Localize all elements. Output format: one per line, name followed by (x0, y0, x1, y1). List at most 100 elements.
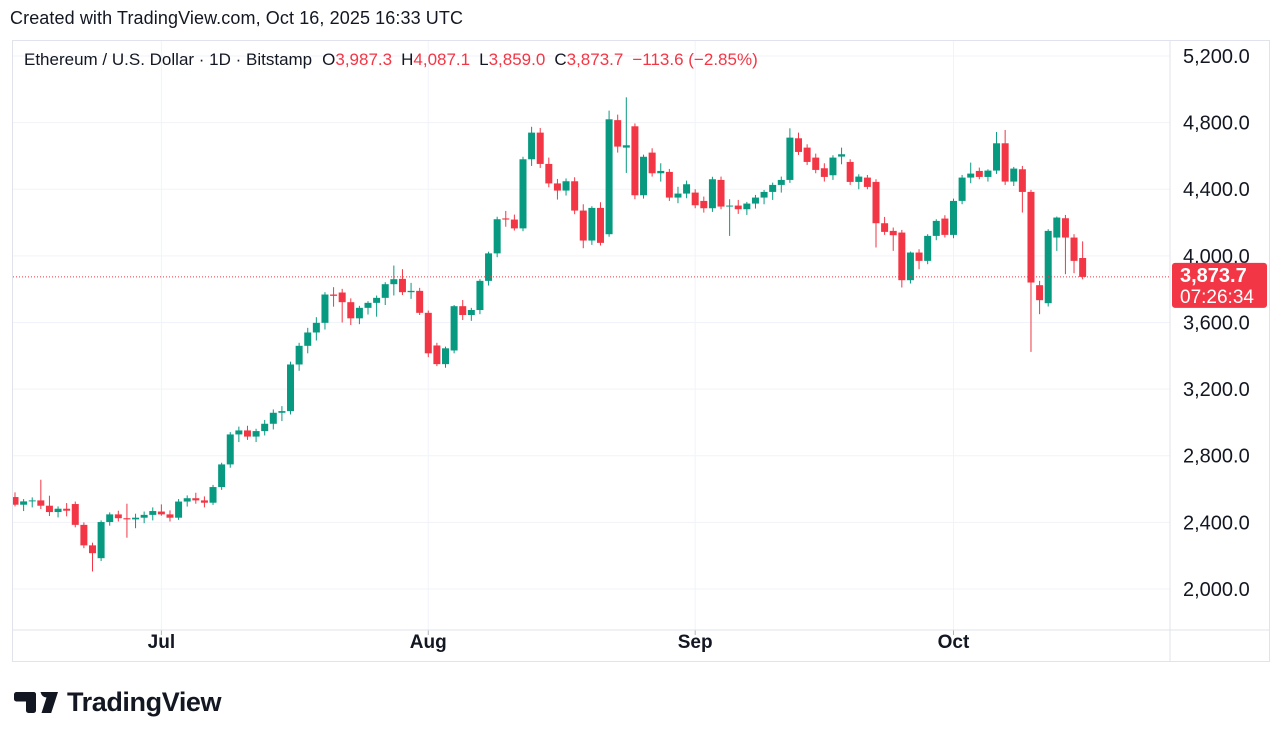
candle-body (657, 170, 665, 174)
candle-body (708, 179, 716, 209)
candle-body (915, 252, 923, 261)
tradingview-logo-icon (14, 692, 58, 713)
candle-body (562, 181, 570, 191)
candle-body (132, 517, 140, 520)
candle-body (829, 157, 837, 176)
candle-body (571, 181, 579, 211)
candle-body (424, 312, 432, 354)
bar-countdown: 07:26:34 (1180, 287, 1254, 308)
candle-body (123, 518, 131, 520)
candle-body (218, 464, 226, 488)
last-price-value: 3,873.7 (1180, 265, 1247, 287)
candle-body (614, 120, 622, 147)
candle-body (106, 514, 114, 523)
candle-body (596, 207, 604, 243)
candle-body (20, 501, 28, 505)
candle-body (820, 168, 828, 177)
candle-body (812, 157, 820, 170)
candle-body (1044, 230, 1052, 304)
candle-body (1018, 169, 1026, 192)
candle-body (476, 280, 484, 311)
candle-body (226, 434, 234, 465)
candle-body (993, 143, 1001, 171)
candle-body (726, 205, 734, 207)
candle-body (209, 487, 217, 503)
price-axis-label: 3,200.0 (1183, 379, 1250, 401)
candle-body (958, 177, 966, 201)
candle-body (312, 322, 320, 333)
candle-body (13, 497, 19, 505)
candle-body (510, 219, 518, 229)
candle-body (795, 138, 803, 152)
candle-body (545, 163, 553, 184)
candle-body (373, 297, 381, 303)
candle-body (287, 364, 295, 412)
candle-body (243, 430, 251, 437)
candle-body (63, 508, 71, 511)
candle-body (889, 230, 897, 236)
candle-body (80, 524, 88, 546)
candle-body (898, 232, 906, 281)
candle-body (519, 159, 527, 229)
candle-body (1010, 168, 1018, 182)
month-label: Oct (938, 632, 970, 653)
candle-body (700, 200, 708, 209)
candlestick-chart[interactable]: Jul Aug Sep Oct 5,200.0 4,800.0 4,400.0 4,000.0… (13, 41, 1269, 661)
candle-body (450, 306, 458, 351)
price-axis-label: 2,400.0 (1183, 512, 1250, 534)
candle-body (1027, 191, 1035, 283)
candle-body (45, 505, 53, 513)
candle-body (648, 152, 656, 174)
candle-body (88, 545, 96, 554)
candle-body (235, 430, 243, 435)
candle-body (975, 170, 983, 177)
ohlc-close: C3,873.7 (554, 50, 624, 69)
candle-body (1070, 237, 1078, 261)
tradingview-logo[interactable]: TradingView (14, 687, 222, 718)
symbol-title: Ethereum / U.S. Dollar · 1D · Bitstamp (24, 50, 313, 69)
candle-body (579, 210, 587, 241)
candle-body (855, 176, 863, 182)
chart-widget[interactable]: Jul Aug Sep Oct 5,200.0 4,800.0 4,400.0 4,000.0… (12, 40, 1270, 662)
month-label: Jul (148, 632, 175, 653)
price-axis-label: 2,800.0 (1183, 446, 1250, 468)
candle-body (734, 205, 742, 210)
candle-body (269, 412, 277, 424)
candle-body (192, 498, 200, 501)
candle-body (502, 218, 510, 220)
candle-body (769, 184, 777, 192)
candle-body (803, 147, 811, 162)
candle-body (175, 501, 183, 518)
chart-legend: Ethereum / U.S. Dollar · 1D · Bitstamp O… (24, 50, 758, 70)
candle-body (786, 137, 794, 180)
candle-body (1036, 285, 1044, 301)
candle-body (1079, 257, 1087, 277)
candle-body (493, 219, 501, 254)
candle-body (140, 514, 148, 518)
candle-body (881, 223, 889, 232)
candle-body (114, 514, 122, 519)
created-with-note: Created with TradingView.com, Oct 16, 20… (10, 8, 464, 28)
candle-body (924, 235, 932, 261)
change-value: −113.6 (−2.85%) (632, 50, 758, 69)
candle-body (838, 154, 846, 157)
candle-body (330, 294, 338, 296)
candle-body (553, 183, 561, 191)
candle-body (605, 119, 613, 235)
candle-body (183, 498, 191, 502)
candle-body (1061, 218, 1069, 238)
candle-body (261, 423, 269, 432)
candle-body (717, 179, 725, 207)
candle-body (846, 161, 854, 182)
price-axis-label: 5,200.0 (1183, 46, 1250, 68)
candle-body (355, 307, 363, 319)
candle-body (691, 192, 699, 206)
candle-body (157, 511, 165, 515)
candle-body (906, 252, 914, 281)
candle-body (949, 200, 957, 235)
candle-body (442, 348, 449, 365)
candle-body (751, 197, 759, 204)
candle-body (941, 218, 949, 235)
candle-body (200, 500, 208, 503)
candle-body (416, 290, 424, 313)
